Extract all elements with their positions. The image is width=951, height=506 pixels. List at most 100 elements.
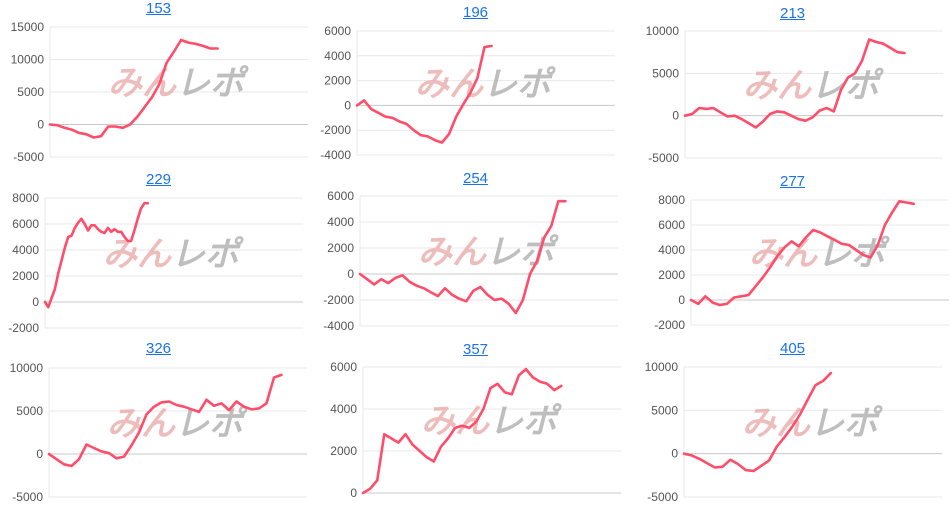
y-tick-label: -4000	[323, 319, 354, 333]
series-line	[682, 371, 833, 473]
watermark-part1: みん	[742, 404, 811, 444]
chart-title-link[interactable]: 229	[145, 171, 172, 188]
line-chart: -5000 0 5000 10000 みんレポ	[645, 360, 942, 504]
y-tick-label: 4000	[327, 215, 354, 229]
y-tick-label: 4000	[324, 49, 351, 63]
chart-panel-326: 326 -5000 0 5000 10000 みんレポ	[0, 336, 317, 504]
watermark-logo: みんレポ	[108, 64, 249, 104]
watermark-part2: レポ	[810, 404, 883, 444]
y-tick-label: 0	[671, 447, 678, 461]
series-line	[683, 38, 906, 129]
line-chart: -4000 -2000 0 2000 4000 6000 みんレポ	[320, 24, 615, 162]
watermark-part1: みん	[749, 234, 818, 274]
line-chart: -5000 0 5000 10000 みんレポ	[646, 24, 943, 165]
y-tick-label: 6000	[658, 218, 685, 232]
watermark-part2: レポ	[489, 402, 562, 442]
series-line	[358, 199, 567, 315]
chart-title-link[interactable]: 326	[145, 340, 172, 357]
y-tick-label: 6000	[330, 360, 357, 374]
watermark-logo: みんレポ	[743, 66, 884, 106]
series-line	[689, 199, 916, 307]
y-tick-label: 2000	[658, 268, 685, 282]
watermark-logo: みんレポ	[418, 233, 559, 273]
chart-panel-213: 213 -5000 0 5000 10000 みんレポ	[634, 0, 951, 168]
y-tick-label: 4000	[658, 243, 685, 257]
y-tick-label: 0	[36, 447, 43, 461]
y-tick-label: 8000	[12, 191, 39, 205]
watermark-part2: レポ	[811, 66, 884, 106]
watermark-logo: みんレポ	[415, 64, 556, 104]
chart-panel-153: 153 -5000 0 5000 10000 15000 みんレポ	[0, 0, 317, 168]
y-tick-label: -2000	[320, 123, 351, 137]
watermark-part2: レポ	[817, 234, 890, 274]
series-line	[43, 201, 149, 309]
y-tick-label: 0	[37, 118, 44, 132]
chart-panel-229: 229 -2000 0 2000 4000 6000 8000 みんレポ	[0, 168, 317, 336]
y-tick-label: 4000	[12, 243, 39, 257]
y-tick-label: 5000	[652, 66, 679, 80]
y-tick-label: 0	[672, 109, 679, 123]
y-tick-label: 5000	[17, 85, 44, 99]
series-line	[48, 38, 219, 139]
chart-title-link[interactable]: 196	[462, 4, 489, 21]
y-tick-label: -5000	[12, 490, 43, 504]
y-tick-label: 6000	[327, 189, 354, 203]
y-tick-label: 15000	[11, 20, 45, 34]
watermark-part1: みん	[418, 233, 487, 273]
watermark-part2: レポ	[175, 404, 248, 444]
line-chart: -2000 0 2000 4000 6000 8000 みんレポ	[8, 191, 303, 335]
watermark-part2: レポ	[483, 64, 556, 104]
y-tick-label: -2000	[654, 318, 685, 332]
watermark-part2: レポ	[176, 64, 249, 104]
line-chart: -5000 0 5000 10000 15000 みんレポ	[11, 20, 308, 164]
chart-panel-357: 357 0 2000 4000 6000 みんレポ	[317, 336, 634, 504]
chart-title-link[interactable]: 153	[145, 0, 172, 17]
watermark-part1: みん	[421, 402, 490, 442]
series-line	[355, 44, 493, 144]
y-tick-label: 10000	[645, 360, 679, 374]
watermark-part1: みん	[108, 64, 177, 104]
watermark-part1: みん	[743, 66, 812, 106]
watermark-part2: レポ	[171, 235, 244, 275]
watermark-part1: みん	[103, 235, 172, 275]
watermark-part1: みん	[415, 64, 484, 104]
series-line	[47, 373, 283, 468]
y-tick-label: 6000	[12, 217, 39, 231]
y-tick-label: -2000	[8, 321, 39, 335]
chart-title-link[interactable]: 405	[779, 340, 806, 357]
chart-title-link[interactable]: 213	[779, 5, 806, 22]
y-tick-label: 0	[344, 98, 351, 112]
chart-title-link[interactable]: 277	[779, 173, 806, 190]
y-tick-label: 10000	[10, 361, 44, 375]
y-tick-label: -2000	[323, 293, 354, 307]
y-tick-label: 2000	[12, 269, 39, 283]
y-tick-label: 5000	[651, 403, 678, 417]
chart-panel-405: 405 -5000 0 5000 10000 みんレポ	[634, 336, 951, 504]
y-tick-label: 2000	[327, 241, 354, 255]
y-tick-label: 4000	[330, 402, 357, 416]
line-chart: 0 2000 4000 6000 みんレポ	[330, 360, 621, 500]
y-tick-label: 0	[678, 293, 685, 307]
chart-panel-254: 254 -4000 -2000 0 2000 4000 6000 みんレポ	[317, 168, 634, 336]
y-tick-label: -4000	[320, 148, 351, 162]
y-tick-label: -5000	[13, 150, 44, 164]
y-tick-label: 0	[350, 486, 357, 500]
watermark-logo: みんレポ	[103, 235, 244, 275]
y-tick-label: 0	[347, 267, 354, 281]
chart-panel-277: 277 -2000 0 2000 4000 6000 8000 みんレポ	[634, 168, 951, 336]
chart-title-link[interactable]: 357	[462, 341, 489, 358]
watermark-logo: みんレポ	[421, 402, 562, 442]
watermark-part2: レポ	[486, 233, 559, 273]
y-tick-label: 8000	[658, 193, 685, 207]
y-tick-label: 2000	[324, 74, 351, 88]
watermark-logo: みんレポ	[742, 404, 883, 444]
watermark-logo: みんレポ	[749, 234, 890, 274]
line-chart: -2000 0 2000 4000 6000 8000 みんレポ	[654, 193, 949, 332]
line-chart: -5000 0 5000 10000 みんレポ	[10, 361, 307, 504]
y-tick-label: 10000	[11, 53, 45, 67]
y-tick-label: 5000	[16, 404, 43, 418]
y-tick-label: 10000	[646, 24, 680, 38]
chart-title-link[interactable]: 254	[462, 170, 489, 187]
watermark-logo: みんレポ	[107, 404, 248, 444]
chart-panel-196: 196 -4000 -2000 0 2000 4000 6000 みんレポ	[317, 0, 634, 168]
